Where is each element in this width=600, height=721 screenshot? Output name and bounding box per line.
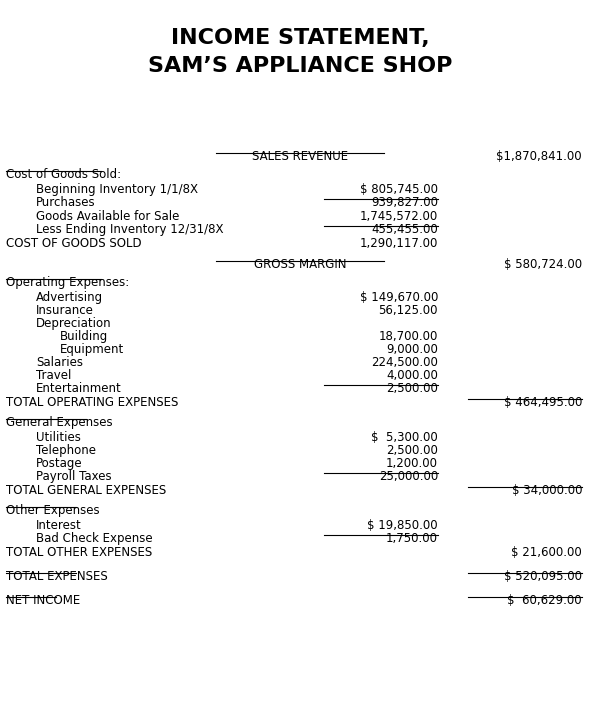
Text: 1,290,117.00: 1,290,117.00 xyxy=(359,237,438,250)
Text: TOTAL GENERAL EXPENSES: TOTAL GENERAL EXPENSES xyxy=(6,484,166,497)
Text: Depreciation: Depreciation xyxy=(36,317,112,330)
Text: 2,500.00: 2,500.00 xyxy=(386,382,438,395)
Text: $ 21,600.00: $ 21,600.00 xyxy=(511,546,582,559)
Text: Utilities: Utilities xyxy=(36,431,81,444)
Text: Operating Expenses:: Operating Expenses: xyxy=(6,276,129,289)
Text: Payroll Taxes: Payroll Taxes xyxy=(36,470,112,483)
Text: GROSS MARGIN: GROSS MARGIN xyxy=(254,258,346,271)
Text: Salaries: Salaries xyxy=(36,356,83,369)
Text: Entertainment: Entertainment xyxy=(36,382,122,395)
Text: 18,700.00: 18,700.00 xyxy=(379,330,438,343)
Text: Insurance: Insurance xyxy=(36,304,94,317)
Text: 224,500.00: 224,500.00 xyxy=(371,356,438,369)
Text: TOTAL EXPENSES: TOTAL EXPENSES xyxy=(6,570,108,583)
Text: $ 520,095.00: $ 520,095.00 xyxy=(504,570,582,583)
Text: Travel: Travel xyxy=(36,369,71,382)
Text: Equipment: Equipment xyxy=(60,343,124,356)
Text: 2,500.00: 2,500.00 xyxy=(386,444,438,457)
Text: Interest: Interest xyxy=(36,519,82,532)
Text: Postage: Postage xyxy=(36,457,83,470)
Text: Bad Check Expense: Bad Check Expense xyxy=(36,532,152,545)
Text: TOTAL OPERATING EXPENSES: TOTAL OPERATING EXPENSES xyxy=(6,396,178,409)
Text: $ 580,724.00: $ 580,724.00 xyxy=(504,258,582,271)
Text: NET INCOME: NET INCOME xyxy=(6,594,80,607)
Text: Less Ending Inventory 12/31/8X: Less Ending Inventory 12/31/8X xyxy=(36,223,223,236)
Text: 939,827.00: 939,827.00 xyxy=(371,196,438,209)
Text: Building: Building xyxy=(60,330,108,343)
Text: COST OF GOODS SOLD: COST OF GOODS SOLD xyxy=(6,237,142,250)
Text: General Expenses: General Expenses xyxy=(6,416,113,429)
Text: $  60,629.00: $ 60,629.00 xyxy=(508,594,582,607)
Text: $  5,300.00: $ 5,300.00 xyxy=(371,431,438,444)
Text: SAM’S APPLIANCE SHOP: SAM’S APPLIANCE SHOP xyxy=(148,56,452,76)
Text: Other Expenses: Other Expenses xyxy=(6,504,100,517)
Text: Beginning Inventory 1/1/8X: Beginning Inventory 1/1/8X xyxy=(36,183,198,196)
Text: 9,000.00: 9,000.00 xyxy=(386,343,438,356)
Text: Advertising: Advertising xyxy=(36,291,103,304)
Text: 25,000.00: 25,000.00 xyxy=(379,470,438,483)
Text: TOTAL OTHER EXPENSES: TOTAL OTHER EXPENSES xyxy=(6,546,152,559)
Text: 4,000.00: 4,000.00 xyxy=(386,369,438,382)
Text: 56,125.00: 56,125.00 xyxy=(379,304,438,317)
Text: $ 34,000.00: $ 34,000.00 xyxy=(511,484,582,497)
Text: SALES REVENUE: SALES REVENUE xyxy=(252,150,348,163)
Text: $ 19,850.00: $ 19,850.00 xyxy=(367,519,438,532)
Text: $ 149,670.00: $ 149,670.00 xyxy=(359,291,438,304)
Text: Purchases: Purchases xyxy=(36,196,95,209)
Text: 455,455.00: 455,455.00 xyxy=(371,223,438,236)
Text: Cost of Goods Sold:: Cost of Goods Sold: xyxy=(6,168,121,181)
Text: 1,745,572.00: 1,745,572.00 xyxy=(360,210,438,223)
Text: 1,200.00: 1,200.00 xyxy=(386,457,438,470)
Text: $1,870,841.00: $1,870,841.00 xyxy=(496,150,582,163)
Text: 1,750.00: 1,750.00 xyxy=(386,532,438,545)
Text: $ 805,745.00: $ 805,745.00 xyxy=(360,183,438,196)
Text: $ 464,495.00: $ 464,495.00 xyxy=(503,396,582,409)
Text: Telephone: Telephone xyxy=(36,444,96,457)
Text: INCOME STATEMENT,: INCOME STATEMENT, xyxy=(170,28,430,48)
Text: Goods Available for Sale: Goods Available for Sale xyxy=(36,210,179,223)
